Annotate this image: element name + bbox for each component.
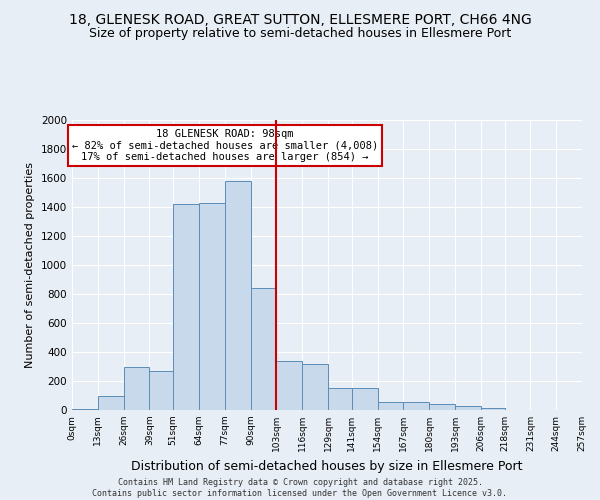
Y-axis label: Number of semi-detached properties: Number of semi-detached properties <box>25 162 35 368</box>
Bar <box>302 364 328 410</box>
Bar <box>72 408 98 410</box>
Bar <box>455 406 481 410</box>
Bar <box>377 402 403 410</box>
Bar <box>149 371 173 410</box>
Bar <box>173 204 199 410</box>
Bar <box>124 366 149 410</box>
Bar <box>251 288 277 410</box>
Bar <box>225 181 251 410</box>
Text: Contains HM Land Registry data © Crown copyright and database right 2025.
Contai: Contains HM Land Registry data © Crown c… <box>92 478 508 498</box>
Text: 18, GLENESK ROAD, GREAT SUTTON, ELLESMERE PORT, CH66 4NG: 18, GLENESK ROAD, GREAT SUTTON, ELLESMER… <box>68 12 532 26</box>
Bar <box>352 388 377 410</box>
Bar <box>277 360 302 410</box>
X-axis label: Distribution of semi-detached houses by size in Ellesmere Port: Distribution of semi-detached houses by … <box>131 460 523 472</box>
Bar <box>328 388 352 410</box>
Bar <box>481 408 505 410</box>
Bar <box>199 202 225 410</box>
Text: 18 GLENESK ROAD: 98sqm
← 82% of semi-detached houses are smaller (4,008)
17% of : 18 GLENESK ROAD: 98sqm ← 82% of semi-det… <box>72 128 378 162</box>
Text: Size of property relative to semi-detached houses in Ellesmere Port: Size of property relative to semi-detach… <box>89 28 511 40</box>
Bar <box>429 404 455 410</box>
Bar <box>403 402 429 410</box>
Bar <box>98 396 124 410</box>
